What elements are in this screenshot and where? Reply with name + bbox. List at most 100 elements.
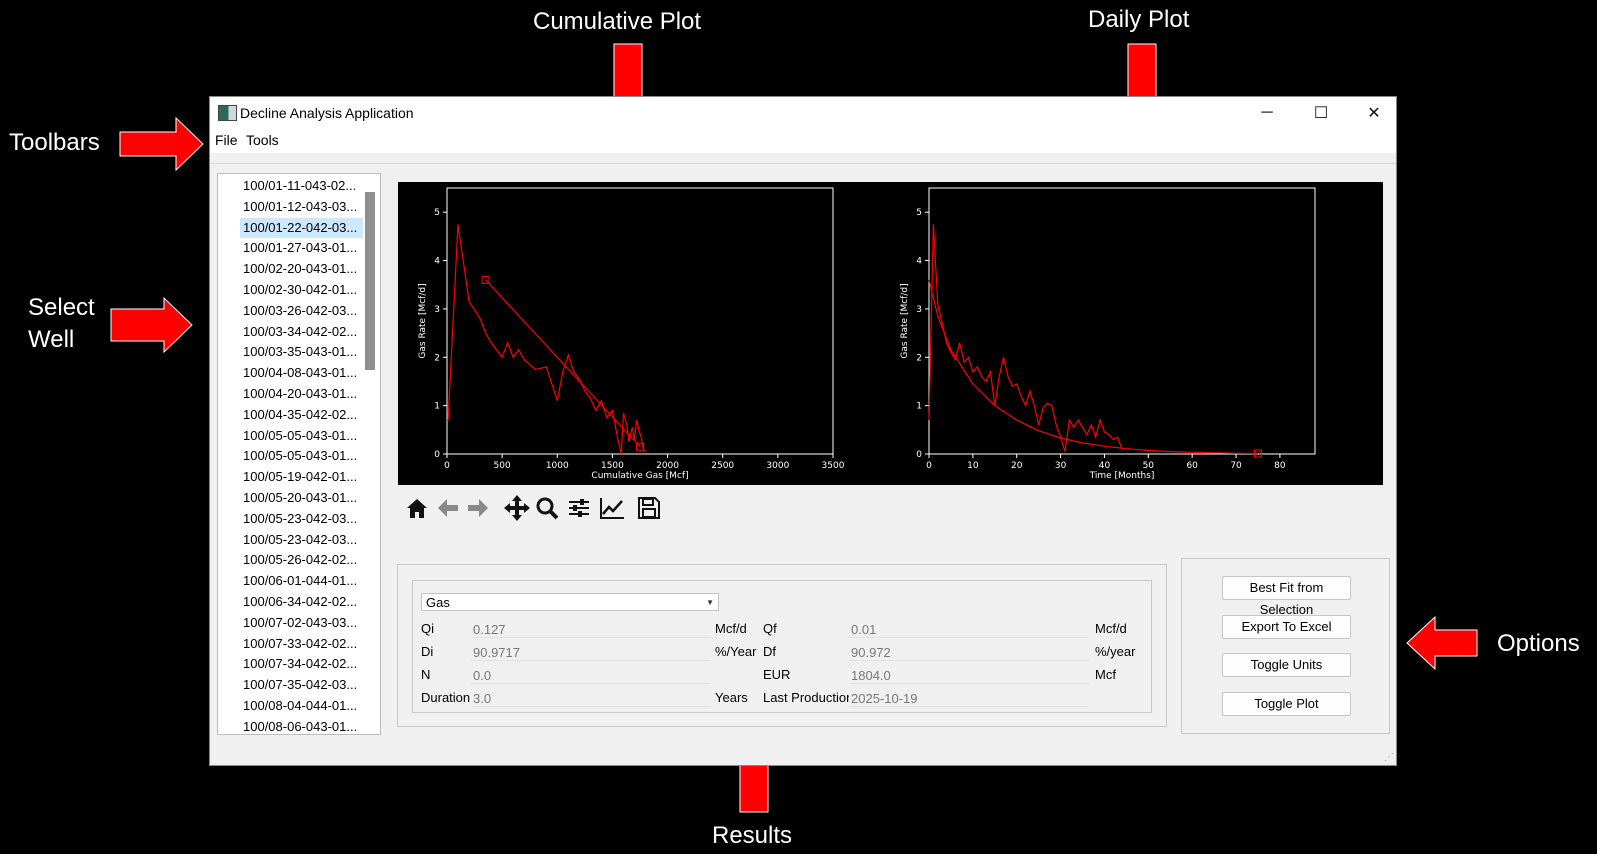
forward-icon[interactable]	[463, 493, 493, 523]
well-list-item[interactable]: 100/05-23-042-03...	[243, 510, 358, 526]
chart-0-frame	[446, 187, 834, 455]
chart-1-x-tick-label: 20	[1011, 461, 1023, 471]
results-panel: Gas ▼ Qi 0.127 Mcf/d Di 90.9717 %/Year N…	[397, 564, 1167, 727]
value-eur[interactable]: 1804.0	[849, 667, 1089, 684]
chart-1-x-axis-label: Time [Months]	[1089, 471, 1155, 481]
export-excel-button[interactable]: Export To Excel	[1222, 615, 1351, 639]
annotation-cumulative-plot: Cumulative Plot	[533, 8, 702, 35]
chart-0-marker	[481, 275, 490, 284]
well-list-item[interactable]: 100/05-26-042-02...	[243, 552, 358, 568]
resize-grip-icon[interactable]: ⋰	[1384, 752, 1394, 763]
well-list-item[interactable]: 100/02-30-042-01...	[243, 282, 358, 297]
annotation-toolbars: Toolbars	[9, 129, 100, 156]
well-list-item[interactable]: 100/05-05-043-01...	[243, 427, 358, 443]
value-di[interactable]: 90.9717	[471, 644, 711, 661]
chart-0-y-tick-label: 1	[434, 402, 440, 412]
chart-0-y-tick-label: 3	[434, 305, 440, 315]
home-icon[interactable]	[402, 493, 432, 523]
back-icon[interactable]	[433, 493, 463, 523]
label-qf: Qf	[763, 621, 777, 636]
chart-0-y-tick-label: 5	[434, 208, 440, 218]
value-n[interactable]: 0.0	[471, 667, 711, 684]
chart-1-y-tick-label: 4	[916, 257, 922, 267]
chart-1-x-tick-label: 80	[1274, 461, 1286, 471]
close-button[interactable]: ✕	[1367, 105, 1381, 122]
well-list-item[interactable]: 100/02-20-043-01...	[243, 261, 358, 277]
chart-1-x-tick-label: 40	[1099, 461, 1111, 471]
well-list-item[interactable]: 100/01-11-043-02...	[243, 178, 357, 193]
label-eur: EUR	[763, 667, 791, 682]
menu-file[interactable]: File	[215, 132, 238, 148]
edit-curve-icon[interactable]	[597, 493, 627, 523]
best-fit-button[interactable]: Best Fit from Selection	[1222, 576, 1351, 617]
chart-0-x-tick-label: 2000	[656, 461, 679, 471]
unit-qf: Mcf/d	[1095, 621, 1127, 636]
well-list[interactable]: 100/08-06-043-01... 100/08-04-044-01... 10…	[217, 173, 381, 735]
well-list-item[interactable]: 100/07-33-042-02...	[243, 635, 358, 651]
chart-1-y-tick-label: 0	[916, 450, 922, 460]
configure-icon[interactable]	[564, 493, 594, 523]
charts-svg: 0 500 1000 1500 2000 2500 3000 3500012345Cumula…	[418, 187, 1316, 481]
well-list-item[interactable]: 100/08-06-043-01...	[243, 718, 358, 734]
chart-1-y-tick-label: 2	[916, 353, 922, 363]
zoom-icon[interactable]	[532, 493, 562, 523]
annotation-daily-plot: Daily Plot	[1088, 6, 1190, 33]
well-list-scrollbar[interactable]	[365, 192, 375, 370]
plot-canvas[interactable]: 0 500 1000 1500 2000 2500 3000 3500 0 1 2 3 4 5 Cumula…	[398, 182, 1383, 485]
unit-di: %/Year	[715, 644, 757, 659]
chart-1-y-axis-label: Gas Rate [Mcf/d]	[900, 283, 910, 358]
window-title: Decline Analysis Application	[240, 105, 414, 121]
menu-tools[interactable]: Tools	[246, 132, 279, 148]
unit-duration: Years	[715, 690, 748, 705]
stream-select-value: Gas	[426, 595, 450, 610]
chart-0-x-tick-label: 0	[444, 461, 450, 471]
chart-1-x-tick-label: 50	[1143, 461, 1155, 471]
title-bar: Decline Analysis Application ─ ☐ ✕	[210, 97, 1396, 129]
chart-0-x-tick-label: 1000	[546, 461, 569, 471]
chart-0-x-tick-label: 3500	[822, 461, 845, 471]
maximize-button[interactable]: ☐	[1313, 105, 1329, 122]
toggle-plot-button[interactable]: Toggle Plot	[1222, 692, 1351, 716]
chart-0-y-tick-label: 4	[434, 257, 440, 267]
well-list-item[interactable]: 100/05-05-043-01...	[243, 448, 358, 464]
value-qi[interactable]: 0.127	[471, 621, 711, 638]
label-last-production: Last Production	[763, 690, 854, 705]
well-list-item[interactable]: 100/04-08-043-01...	[243, 365, 358, 381]
toggle-units-button[interactable]: Toggle Units	[1222, 653, 1351, 677]
well-list-item[interactable]: 100/07-02-043-03...	[243, 614, 358, 630]
well-list-item[interactable]: 100/05-23-042-03...	[243, 531, 358, 547]
chart-0-series-0-line	[447, 224, 646, 455]
chart-0-x-tick-label: 500	[494, 461, 511, 471]
chart-0-x-tick-label: 3000	[766, 461, 789, 471]
well-list-item[interactable]: 100/06-34-042-02...	[243, 594, 358, 609]
value-df[interactable]: 90.972	[849, 644, 1089, 661]
stream-select[interactable]: Gas ▼	[421, 593, 719, 611]
well-list-item[interactable]: 100/01-27-043-01...	[243, 240, 358, 256]
well-list-item[interactable]: 100/03-26-042-03...	[243, 302, 358, 318]
options-panel: Best Fit from Selection Export To Excel …	[1181, 558, 1390, 734]
chart-1-y-tick-label: 5	[916, 208, 922, 218]
well-list-item[interactable]: 100/07-35-042-03...	[243, 677, 358, 693]
well-list-item[interactable]: 100/06-01-044-01...	[243, 573, 358, 589]
value-duration[interactable]: 3.0	[471, 690, 711, 707]
app-window: Decline Analysis Application ─ ☐ ✕ File …	[209, 96, 1397, 766]
save-icon[interactable]	[634, 493, 664, 523]
chart-0-marker	[636, 442, 644, 451]
well-list-item[interactable]: 100/05-19-042-01...	[243, 469, 358, 485]
well-list-item[interactable]: 100/07-34-042-02...	[243, 656, 358, 672]
well-list-item[interactable]: 100/04-35-042-02...	[243, 406, 358, 422]
minimize-button[interactable]: ─	[1261, 104, 1273, 121]
well-list-item[interactable]: 100/05-20-043-01...	[243, 490, 358, 505]
pan-icon[interactable]	[502, 493, 532, 523]
value-last-production[interactable]: 2025-10-19	[849, 690, 1089, 707]
well-list-item[interactable]: 100/03-35-043-01...	[243, 344, 358, 360]
well-list-item[interactable]: 100/04-20-043-01...	[243, 386, 358, 401]
menu-divider	[210, 163, 1396, 164]
well-list-item[interactable]: 100/03-34-042-02...	[243, 323, 358, 339]
well-list-item[interactable]: 100/01-22-042-03...	[240, 217, 363, 238]
chart-1-x-tick-label: 0	[926, 461, 932, 471]
well-list-item[interactable]: 100/08-04-044-01...	[243, 698, 358, 713]
well-list-item[interactable]: 100/01-12-043-03...	[243, 198, 358, 214]
value-qf[interactable]: 0.01	[849, 621, 1089, 638]
chart-1-x-tick-label: 70	[1230, 461, 1242, 471]
